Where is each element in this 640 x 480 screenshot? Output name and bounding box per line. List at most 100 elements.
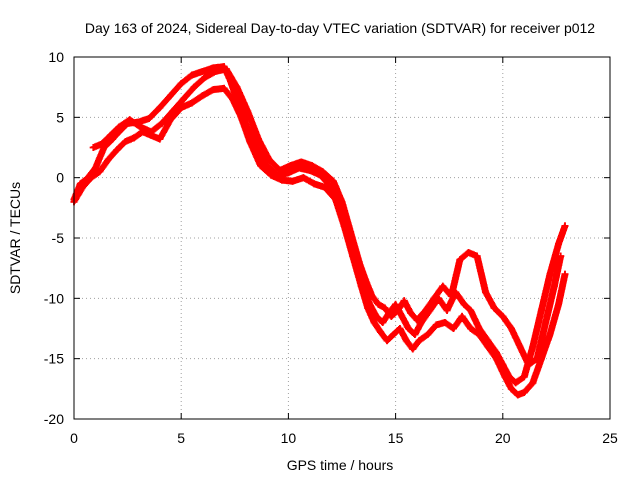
data-point (413, 316, 421, 324)
series-markers (89, 65, 565, 369)
data-point (212, 67, 220, 75)
data-point (79, 183, 87, 191)
data-point (244, 107, 252, 115)
data-point (91, 164, 99, 172)
data-point (555, 300, 563, 308)
data-point (473, 252, 481, 260)
data-point (383, 337, 391, 345)
data-point (284, 169, 292, 177)
data-point (441, 318, 449, 326)
data-point (364, 304, 372, 312)
x-tick-label: 20 (495, 430, 511, 446)
data-point (475, 325, 483, 332)
x-tick-label: 15 (388, 430, 404, 446)
data-point (98, 140, 106, 148)
data-point (106, 131, 114, 139)
data-point (156, 135, 164, 143)
data-point (254, 135, 262, 143)
data-point (229, 95, 237, 103)
data-point (276, 166, 284, 174)
x-tick-label: 0 (70, 430, 78, 446)
data-point (319, 168, 327, 176)
data-point (411, 331, 419, 339)
data-point (237, 113, 245, 121)
data-point (400, 297, 408, 305)
data-point (396, 325, 404, 332)
data-point (121, 137, 129, 145)
data-point (299, 174, 307, 182)
data-point (430, 294, 438, 302)
data-point (447, 292, 455, 300)
data-point (136, 123, 144, 131)
data-series (89, 65, 565, 369)
y-tick-label: -20 (44, 411, 64, 427)
data-point (199, 67, 207, 75)
data-point (362, 276, 370, 284)
data-point (381, 304, 389, 312)
data-point (432, 321, 440, 329)
data-point (310, 180, 318, 188)
y-tick-label: 5 (56, 109, 64, 125)
data-point (424, 331, 432, 339)
y-tick-label: 10 (48, 49, 64, 65)
data-point (557, 252, 565, 260)
data-point (520, 388, 528, 396)
data-point (190, 83, 198, 91)
data-point (507, 385, 515, 393)
data-point (501, 373, 509, 381)
data-point (126, 116, 134, 124)
data-point (169, 107, 177, 115)
data-point (460, 300, 468, 308)
data-point (561, 222, 569, 230)
chart-title: Day 163 of 2024, Sidereal Day-to-day VTE… (85, 20, 595, 36)
data-point (392, 300, 400, 308)
data-point (201, 74, 209, 82)
data-point (145, 115, 153, 123)
data-point (422, 306, 430, 314)
data-point (347, 228, 355, 236)
data-point (179, 95, 187, 103)
data-point (467, 306, 475, 314)
data-point (379, 318, 387, 326)
data-point (89, 144, 97, 151)
data-point (188, 71, 196, 79)
data-point (492, 355, 500, 363)
data-point (156, 104, 164, 112)
data-point (546, 331, 554, 339)
data-point (449, 325, 457, 332)
data-point (516, 343, 524, 351)
data-point (265, 156, 273, 164)
data-point (377, 328, 385, 336)
data-point (113, 146, 121, 154)
data-point (484, 343, 492, 351)
data-point (87, 174, 95, 182)
data-point (537, 306, 545, 314)
y-axis-label: SDTVAR / TECUs (7, 182, 23, 294)
data-point (467, 325, 475, 332)
data-point (199, 92, 207, 100)
data-point (368, 292, 376, 300)
data-point (409, 345, 417, 353)
y-tick-label: -5 (52, 230, 65, 246)
data-point (456, 256, 464, 264)
data-point (402, 337, 410, 345)
grid-lines (74, 57, 610, 419)
data-point (370, 318, 378, 326)
x-tick-label: 25 (602, 430, 618, 446)
data-point (287, 162, 295, 170)
data-point (529, 343, 537, 351)
data-point (525, 361, 533, 369)
data-point (561, 270, 569, 278)
plot-points (70, 63, 569, 399)
data-point (499, 312, 507, 320)
y-tick-label: 0 (56, 170, 64, 186)
data-point (458, 312, 466, 320)
data-series (70, 63, 569, 387)
series-markers (70, 63, 569, 387)
x-tick-label: 10 (281, 430, 297, 446)
data-point (233, 83, 241, 91)
data-point (387, 312, 395, 320)
data-point (355, 258, 363, 266)
data-point (374, 300, 382, 308)
data-point (297, 158, 305, 166)
